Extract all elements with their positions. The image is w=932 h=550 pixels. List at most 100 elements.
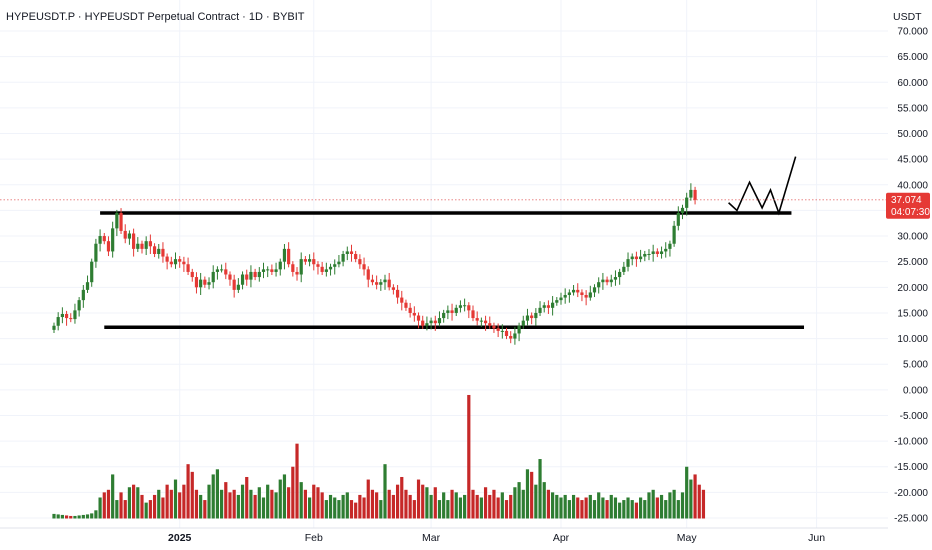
volume-bar xyxy=(433,487,437,519)
candle xyxy=(551,296,555,316)
volume-bar xyxy=(479,497,483,519)
candle-body xyxy=(588,292,592,298)
candle xyxy=(345,246,349,261)
candle xyxy=(215,266,220,280)
candle-body xyxy=(362,264,366,270)
candle xyxy=(161,242,165,263)
candle-body xyxy=(421,320,425,326)
candle xyxy=(576,283,580,298)
candle xyxy=(530,312,534,325)
candle xyxy=(613,270,618,286)
y-tick-label: 55.000 xyxy=(897,103,928,114)
candle xyxy=(64,310,69,326)
volume-bar xyxy=(383,464,387,519)
volume-bar xyxy=(542,482,546,519)
candle xyxy=(232,274,236,298)
volume-bar xyxy=(571,494,576,519)
candle-body xyxy=(412,312,416,316)
candle xyxy=(337,255,341,268)
volume-bar xyxy=(320,492,324,519)
candle-body xyxy=(580,292,584,296)
price-axis[interactable]: 70.000 65.000 60.000 55.000 50.000 45.000 40.0… xyxy=(894,27,928,525)
candle-body xyxy=(655,251,659,254)
candle xyxy=(136,237,140,252)
candle xyxy=(395,285,400,304)
volume-bar xyxy=(94,510,98,519)
candle-body xyxy=(379,282,383,285)
volume-bar xyxy=(148,500,152,519)
candle xyxy=(421,315,425,329)
candle-body xyxy=(245,274,249,280)
y-tick-label: 30.000 xyxy=(897,232,928,243)
candle-body xyxy=(98,236,102,244)
candle xyxy=(509,331,513,344)
volume-bar xyxy=(454,492,458,519)
candle-body xyxy=(274,269,278,272)
candle-body xyxy=(232,279,236,290)
candle-body xyxy=(119,212,123,231)
volume-bar xyxy=(136,487,140,519)
volume-bar xyxy=(211,474,215,519)
candle xyxy=(228,271,232,286)
volume-bar xyxy=(647,492,651,519)
candle xyxy=(249,265,253,288)
y-tick-label: 40.000 xyxy=(897,180,928,191)
volume-bar xyxy=(56,514,60,519)
candle-body xyxy=(366,269,370,280)
candle-body xyxy=(90,261,94,283)
candle-body xyxy=(651,251,655,254)
volume-bar xyxy=(190,471,194,519)
candle xyxy=(362,257,366,276)
volume-bar xyxy=(362,497,366,519)
volume-bar xyxy=(639,497,643,519)
candle xyxy=(333,259,337,275)
candle-body xyxy=(530,315,534,319)
candle-body xyxy=(152,246,157,254)
x-tick-label: Apr xyxy=(553,532,570,544)
candle xyxy=(442,309,446,323)
y-tick-label: -15.000 xyxy=(894,462,928,473)
volume-bar xyxy=(509,494,513,519)
candle xyxy=(542,302,546,313)
volume-bar xyxy=(538,459,542,519)
volume-bar xyxy=(555,494,559,519)
volume-bar xyxy=(446,500,450,519)
candle-body xyxy=(111,228,115,252)
volume-bar xyxy=(253,494,257,519)
volume-bar xyxy=(207,484,211,519)
candle xyxy=(504,327,509,340)
candle xyxy=(111,221,115,258)
candle xyxy=(295,267,299,281)
volume-bar xyxy=(375,492,379,519)
volume-bar xyxy=(609,494,613,519)
y-tick-label: 20.000 xyxy=(897,283,928,294)
candle xyxy=(127,230,132,245)
volume-bar xyxy=(240,484,245,519)
volume-bar xyxy=(630,500,634,519)
candle xyxy=(555,297,559,306)
candle-body xyxy=(337,261,341,265)
projection-path xyxy=(728,156,797,216)
volume-bar xyxy=(291,466,295,519)
volume-bar xyxy=(404,489,408,519)
candle xyxy=(437,311,442,327)
volume-bar xyxy=(391,494,395,519)
candle xyxy=(324,262,328,277)
volume-bar xyxy=(643,500,647,519)
candle-body xyxy=(496,328,500,331)
candle-body xyxy=(240,274,245,285)
candle-body xyxy=(521,320,525,326)
volume-bar xyxy=(504,500,509,519)
candle-body xyxy=(249,271,253,280)
volume-bar xyxy=(261,497,266,519)
candle-body xyxy=(475,318,479,321)
volume-bar xyxy=(701,489,706,519)
time-axis[interactable]: 2025 Feb Mar Apr May Jun xyxy=(0,527,888,544)
y-tick-label: 50.000 xyxy=(897,129,928,140)
volume-bar xyxy=(697,484,701,519)
candle-body xyxy=(220,269,224,271)
y-tick-label: 70.000 xyxy=(897,27,928,38)
candle-body xyxy=(278,261,282,270)
candle xyxy=(479,317,483,327)
